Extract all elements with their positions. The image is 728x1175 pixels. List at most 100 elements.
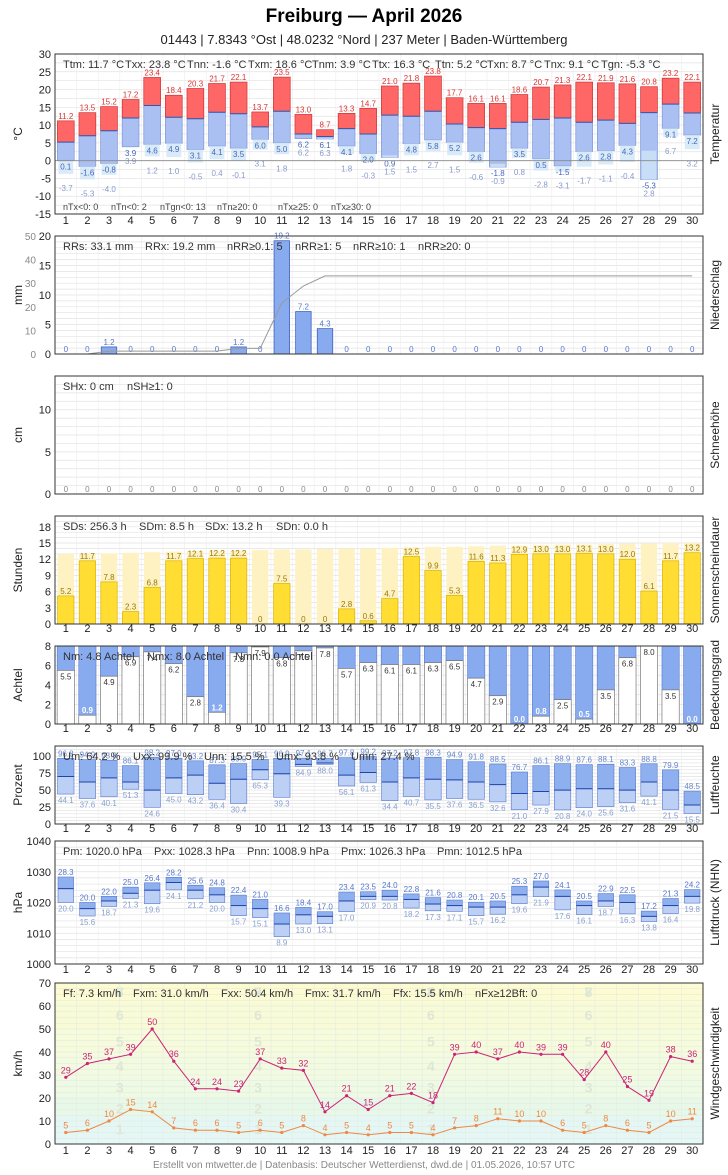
press-min-label: 21.3 bbox=[123, 901, 139, 910]
snow-value-label: 0 bbox=[431, 485, 436, 494]
temp-ground-label: -0.9 bbox=[491, 177, 505, 186]
humid-lower-bar bbox=[618, 789, 636, 803]
press-min-label: 8.9 bbox=[276, 939, 288, 948]
precip-value-label: 0 bbox=[474, 345, 479, 354]
precip-value-label: 1.2 bbox=[233, 338, 245, 347]
snow-value-label: 0 bbox=[128, 485, 133, 494]
press-min-label: 17.6 bbox=[555, 912, 571, 921]
cloud-clear-bar bbox=[532, 645, 550, 717]
humid-max-label: 97.2 bbox=[382, 749, 398, 758]
cloud-value-label: 1.2 bbox=[211, 703, 223, 712]
press-upper-bar bbox=[295, 907, 312, 916]
humid-min-label: 51.3 bbox=[123, 791, 139, 800]
wind-point-Fx bbox=[690, 1059, 694, 1063]
temp-bar-upper bbox=[402, 82, 421, 117]
precip-cumulative-line bbox=[65, 275, 693, 355]
press-xtick-label: 23 bbox=[535, 964, 547, 976]
humid-xtick-label: 15 bbox=[362, 823, 374, 835]
cloud-clear-bar bbox=[445, 645, 464, 661]
sun-xtick-label: 14 bbox=[340, 623, 352, 635]
press-max-label: 20.5 bbox=[490, 892, 506, 901]
snow-ytick-label: 5 bbox=[45, 447, 51, 459]
cloud-xtick-label: 2 bbox=[84, 723, 90, 735]
sun-ytick-label: 0 bbox=[45, 619, 51, 631]
humid-upper-bar bbox=[683, 790, 701, 806]
temp-xtick-label: 7 bbox=[192, 215, 198, 227]
temp-ground-bar bbox=[382, 155, 398, 158]
wind-point-Fx bbox=[453, 1052, 457, 1056]
humid-upper-bar bbox=[662, 769, 680, 791]
cloud-clear-bar bbox=[553, 645, 572, 700]
temp-bar-upper bbox=[510, 94, 529, 123]
sun-value-label: 13.0 bbox=[598, 545, 614, 554]
sun-value-label: 12.2 bbox=[231, 549, 247, 558]
wind-beaufort-label: 8 bbox=[585, 984, 593, 1000]
humid-min-label: 27.9 bbox=[533, 807, 549, 816]
sun-value-label: 13.0 bbox=[533, 545, 549, 554]
sun-value-label: 12.2 bbox=[209, 549, 225, 558]
press-xtick-label: 29 bbox=[664, 964, 676, 976]
press-min-label: 19.6 bbox=[144, 906, 160, 915]
sun-max-bar bbox=[251, 550, 269, 624]
temp-bar-lower bbox=[575, 121, 593, 152]
cloud-xtick-label: 8 bbox=[214, 723, 220, 735]
snow-panel: 0 0 0 0 0 0 0 0 0 0 0 0 0 0 0 0 0 0 0 0 0 0 0 0 0 0 0 0 0 0 0 5 10 cm Schn… bbox=[11, 375, 722, 501]
precip-value-label: 0 bbox=[496, 345, 501, 354]
sun-value-label: 13.0 bbox=[555, 545, 571, 554]
wind-point-Ff bbox=[85, 1128, 89, 1132]
wind-xtick-label: 6 bbox=[171, 1145, 177, 1157]
temp-ground-bar bbox=[511, 148, 527, 158]
temp-ground-bar bbox=[619, 145, 635, 163]
snow-ytick-label: 0 bbox=[45, 489, 51, 501]
wind-beaufort-label: 6 bbox=[585, 1007, 593, 1023]
wind-point-Fx bbox=[215, 1087, 219, 1091]
temp-bar-upper bbox=[57, 120, 75, 143]
page-footer: Erstellt von mtwetter.de | Datenbasis: D… bbox=[153, 1160, 575, 1171]
press-min-label: 15.7 bbox=[468, 918, 484, 927]
temp-xtick-label: 26 bbox=[600, 215, 612, 227]
temp-bar-upper bbox=[100, 106, 118, 132]
humid-min-label: 15.5 bbox=[684, 815, 700, 824]
temp-xtick-label: 27 bbox=[621, 215, 633, 227]
wind-ytick-label: 10 bbox=[39, 1116, 51, 1128]
press-upper-bar bbox=[446, 899, 463, 906]
humid-min-label: 21.0 bbox=[512, 812, 528, 821]
sun-bar bbox=[100, 581, 118, 625]
temp-bar-upper bbox=[553, 84, 572, 119]
sun-value-label: 9.9 bbox=[427, 562, 439, 571]
press-min-label: 21.9 bbox=[533, 899, 549, 908]
humid-lower-bar bbox=[78, 781, 96, 799]
temp-ground-bar bbox=[598, 150, 614, 165]
wind-xtick-label: 2 bbox=[84, 1145, 90, 1157]
wind-point-Fx bbox=[150, 1027, 154, 1031]
cloud-value-label: 3.5 bbox=[665, 692, 677, 701]
press-upper-bar bbox=[252, 899, 269, 909]
temp-ground-label: -0.6 bbox=[469, 173, 483, 182]
wind-xtick-label: 16 bbox=[384, 1145, 396, 1157]
temp-ground-label: -3.1 bbox=[556, 182, 570, 191]
press-upper-bar bbox=[316, 911, 334, 917]
humid-min-label: 25.6 bbox=[598, 809, 614, 818]
press-xtick-label: 27 bbox=[621, 964, 633, 976]
press-upper-bar bbox=[208, 887, 226, 896]
wind-value-label-Fx: 39 bbox=[126, 1042, 136, 1052]
wind-value-label-Ff: 6 bbox=[193, 1118, 198, 1128]
temp-bar-lower bbox=[359, 133, 377, 154]
temp-max-label: 14.7 bbox=[360, 99, 376, 108]
humid-lower-bar bbox=[251, 769, 269, 781]
cloud-xtick-label: 25 bbox=[578, 723, 590, 735]
cloud-clear-bar bbox=[575, 645, 594, 720]
press-upper-bar bbox=[619, 894, 636, 903]
temp-min-label: 0.9 bbox=[384, 159, 396, 168]
sun-value-label: 0 bbox=[258, 615, 263, 624]
sun-value-label: 6.1 bbox=[643, 582, 655, 591]
wind-point-Fx bbox=[107, 1057, 111, 1061]
sun-bar bbox=[618, 558, 636, 625]
press-lower-bar bbox=[295, 914, 312, 925]
wind-ytick-label: 20 bbox=[39, 1093, 51, 1105]
press-max-label: 22.5 bbox=[620, 886, 636, 895]
temp-xtick-label: 15 bbox=[362, 215, 374, 227]
temp-max-label: 15.2 bbox=[101, 98, 117, 107]
press-upper-bar bbox=[360, 891, 377, 897]
